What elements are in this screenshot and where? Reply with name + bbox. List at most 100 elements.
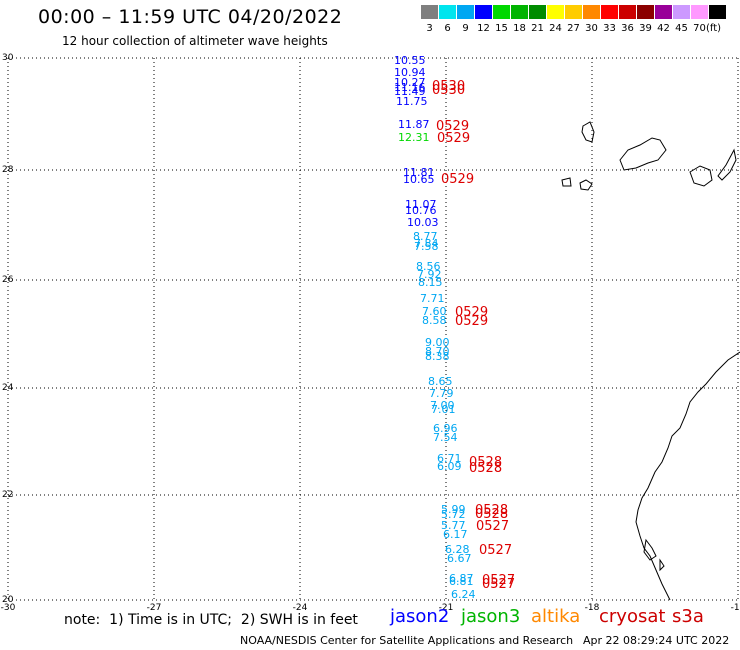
scale-swatch [655, 5, 672, 19]
scale-label: 15 [495, 23, 508, 34]
wave-height-value: 10.76 [405, 204, 437, 217]
scale-swatch [457, 5, 474, 19]
longitude-label: -30 [1, 603, 16, 613]
coastline [561, 121, 740, 601]
scale-label: 6 [444, 23, 451, 34]
satellite-legend-entry: altika [531, 606, 581, 627]
wave-height-value: 8.58 [422, 314, 447, 327]
wave-height-value: 8.15 [418, 276, 443, 289]
scale-swatch [439, 5, 456, 19]
scale-swatch [709, 5, 726, 19]
wave-height-value: 11.49 [394, 85, 426, 98]
scale-swatch [637, 5, 654, 19]
latitude-label: 24 [2, 383, 14, 393]
banc-arguin-islet [659, 558, 665, 572]
satellite-legend-entry: cryosat [599, 606, 666, 627]
wave-height-value: 7.79 [429, 387, 454, 400]
time-tag: 0527 [482, 577, 515, 592]
scale-label: 9 [462, 23, 469, 34]
wave-height-value: 12.31 [398, 131, 430, 144]
wave-height-value: 8.56 [416, 260, 441, 273]
time-tag: 0530 [432, 79, 465, 94]
latitude-label: 30 [2, 53, 14, 63]
wave-height-value: 6.67 [447, 552, 472, 565]
cape-blanc-detail [643, 538, 657, 561]
scale-swatch [583, 5, 600, 19]
wave-height-value: 6.87 [449, 572, 474, 585]
island-tenerife [619, 137, 667, 171]
scale-swatch [691, 5, 708, 19]
wave-height-value: 5.77 [441, 519, 466, 532]
wave-height-value: 6.09 [437, 460, 462, 473]
latitude-label: 26 [2, 275, 14, 285]
wave-height-value: 7.00 [430, 399, 455, 412]
wave-height-value: 7.92 [417, 268, 442, 281]
scale-label: 45 [675, 23, 688, 34]
wave-height-value: 6.28 [445, 543, 470, 556]
island-fuerteventura [717, 148, 737, 181]
scale-swatch [493, 5, 510, 19]
wave-height-value: 8.77 [413, 230, 438, 243]
time-tag: 0529 [441, 172, 474, 187]
scale-swatch [511, 5, 528, 19]
scale-swatch [601, 5, 618, 19]
scale-swatch [547, 5, 564, 19]
wave-height-value: 6.96 [433, 422, 458, 435]
generated-timestamp: Apr 22 08:29:24 UTC 2022 [583, 634, 730, 647]
wave-height-value: 6.81 [449, 575, 474, 588]
wave-height-value: 9.00 [425, 336, 450, 349]
african-coast [635, 351, 740, 601]
longitude-label: -27 [147, 603, 162, 613]
scale-swatch [529, 5, 546, 19]
time-tag: 0529 [436, 119, 469, 134]
wave-height-value: 11.07 [405, 198, 437, 211]
scale-swatch [565, 5, 582, 19]
scale-label: 27 [567, 23, 580, 34]
time-tag: 0528 [475, 507, 508, 522]
scale-label: 3 [426, 23, 433, 34]
latitude-label: 22 [2, 490, 13, 500]
lat-lon-grid [7, 57, 739, 601]
wave-height-value: 8.65 [428, 375, 453, 388]
time-tag: 0529 [437, 131, 470, 146]
wave-height-value: 11.16 [394, 81, 426, 94]
time-tags: 0530053005290529052905290529052805280528… [432, 79, 515, 592]
satellite-legend-entry: s3a [672, 606, 704, 627]
wave-height-value: 7.60 [422, 305, 447, 318]
wave-height-value: 5.72 [441, 508, 466, 521]
time-tag: 0527 [476, 519, 509, 534]
wave-height-value: 10.55 [394, 54, 426, 67]
wave-height-value: 10.03 [407, 216, 439, 229]
scale-label: 39 [639, 23, 652, 34]
wave-height-value: 11.81 [403, 166, 435, 179]
latitude-label: 28 [2, 165, 14, 175]
scale-label: 12 [477, 23, 490, 34]
time-tag: 0528 [469, 461, 502, 476]
scale-swatch [421, 5, 438, 19]
wave-height-value: 8.70 [425, 345, 450, 358]
time-tag: 0528 [475, 503, 508, 518]
wave-height-value: 10.94 [394, 66, 426, 79]
wave-height-value: 7.58 [414, 240, 439, 253]
scale-label: 42 [657, 23, 670, 34]
page-subtitle: 12 hour collection of altimeter wave hei… [62, 34, 328, 48]
time-tag: 0527 [479, 543, 512, 558]
scale-label: 18 [513, 23, 526, 34]
island-hierro [561, 177, 572, 187]
wave-height-value: 10.27 [394, 76, 426, 89]
wave-height-value: 8.38 [425, 350, 450, 363]
wave-height-value: 11.87 [398, 118, 430, 131]
scale-swatch [619, 5, 636, 19]
latitude-label: 20 [2, 595, 14, 605]
wave-height-value: 7.84 [414, 237, 439, 250]
time-tag: 0528 [469, 455, 502, 470]
wave-height-value: 7.01 [431, 403, 456, 416]
scale-units-label: (ft) [706, 23, 722, 34]
island-gomera [579, 179, 593, 191]
island-la-palma [581, 121, 595, 143]
wave-height-value: 11.75 [396, 95, 428, 108]
satellite-legend-entry: jason3 [461, 606, 521, 627]
longitude-label: -15 [731, 603, 740, 613]
